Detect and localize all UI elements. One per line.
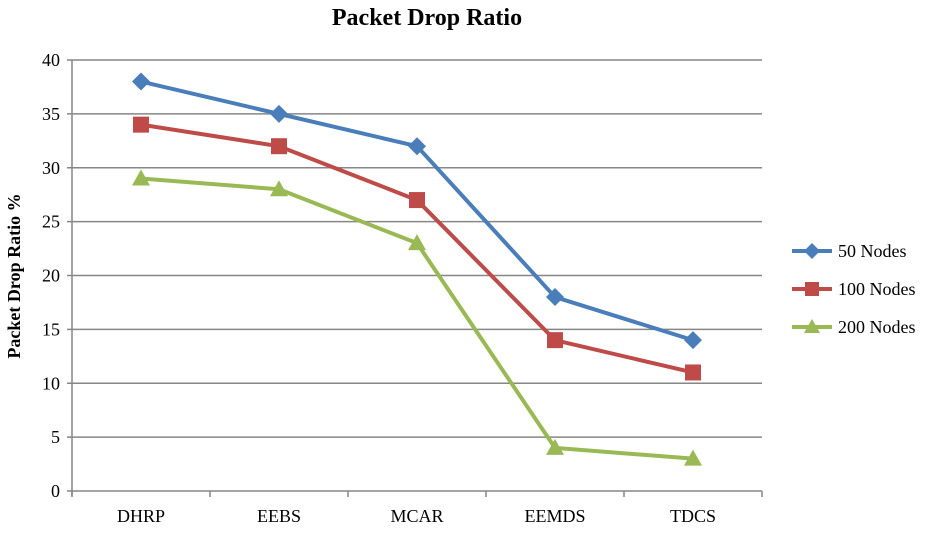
diamond-marker — [132, 72, 150, 91]
x-tick-label: MCAR — [390, 506, 443, 526]
triangle-marker — [132, 169, 150, 186]
y-tick-label: 20 — [42, 266, 60, 286]
triangle-marker — [546, 438, 564, 455]
y-tick-label: 0 — [51, 481, 60, 501]
y-tick-label: 35 — [42, 104, 60, 124]
square-marker — [547, 332, 563, 349]
series-50-nodes — [132, 72, 702, 350]
square-marker — [409, 192, 425, 209]
diamond-marker — [408, 137, 426, 156]
x-tick-label: DHRP — [117, 506, 165, 526]
diamond-marker — [270, 104, 288, 123]
x-tick-label: EEMDS — [524, 506, 585, 526]
legend-label: 50 Nodes — [838, 241, 907, 261]
square-marker — [685, 364, 701, 381]
legend-label: 200 Nodes — [838, 317, 916, 337]
series-100-nodes — [133, 116, 701, 381]
triangle-marker — [684, 449, 702, 466]
series-200-nodes — [132, 169, 702, 466]
legend-item: 50 Nodes — [792, 241, 907, 261]
series-line — [140, 79, 694, 343]
y-tick-label: 5 — [51, 427, 60, 447]
square-marker — [271, 138, 287, 155]
legend-item: 200 Nodes — [792, 317, 916, 337]
y-tick-label: 30 — [42, 158, 60, 178]
diamond-marker — [804, 243, 820, 259]
diamond-marker — [546, 288, 564, 307]
y-axis-label: Packet Drop Ratio % — [4, 193, 24, 358]
legend-item: 100 Nodes — [792, 279, 916, 299]
x-tick-label: TDCS — [670, 506, 716, 526]
chart-title: Packet Drop Ratio — [332, 5, 522, 31]
square-marker — [805, 282, 819, 296]
y-tick-label: 10 — [42, 373, 60, 393]
series-line — [140, 176, 694, 461]
x-tick-label: EEBS — [257, 506, 301, 526]
triangle-marker — [408, 234, 426, 251]
diamond-marker — [684, 331, 702, 350]
y-tick-label: 40 — [42, 50, 60, 70]
legend-label: 100 Nodes — [838, 279, 916, 299]
y-tick-label: 25 — [42, 212, 60, 232]
triangle-marker — [270, 180, 288, 197]
triangle-marker — [804, 319, 820, 333]
square-marker — [133, 116, 149, 133]
y-tick-label: 15 — [42, 319, 60, 339]
